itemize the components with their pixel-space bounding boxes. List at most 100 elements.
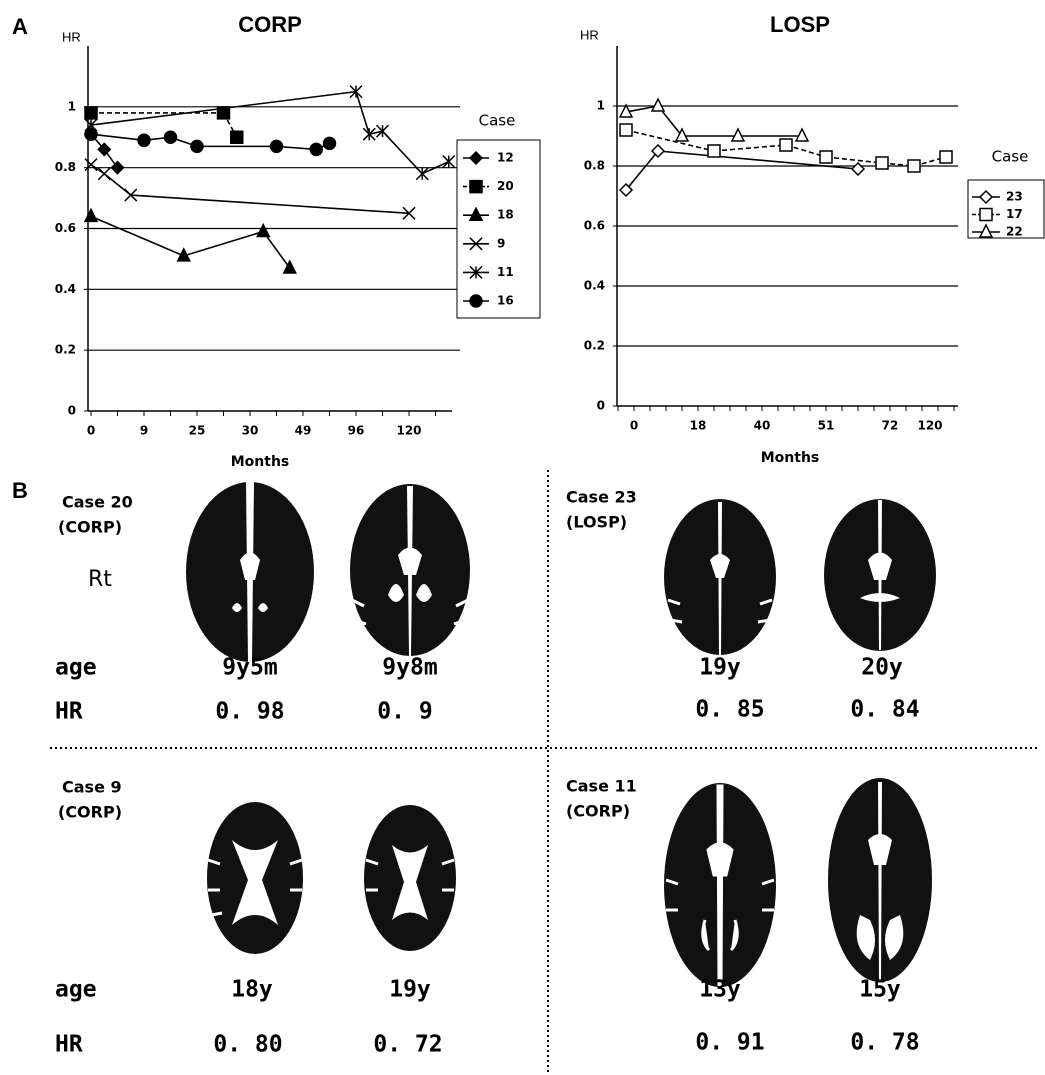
y-tick-label: 0.4	[584, 279, 605, 293]
x-tick-label: 49	[295, 424, 312, 438]
point	[416, 168, 428, 180]
point	[780, 139, 792, 151]
point	[363, 128, 375, 140]
group-label: (CORP)	[566, 802, 630, 821]
y-tick-label: 1	[68, 99, 76, 113]
point	[85, 128, 97, 140]
side-label: Rt	[88, 567, 112, 592]
point	[231, 131, 243, 143]
connector	[626, 130, 714, 151]
figure: A B	[0, 0, 1045, 1075]
connector	[826, 157, 882, 163]
hr-value: 0. 98	[215, 699, 284, 725]
series	[85, 128, 336, 155]
connector	[626, 151, 658, 190]
age-value: 9y8m	[382, 655, 437, 681]
y-tick-label: 0.4	[55, 282, 76, 296]
point	[443, 156, 455, 168]
age-value: 18y	[231, 977, 273, 1003]
x-tick-label: 120	[396, 424, 421, 438]
row-label: HR	[55, 699, 83, 725]
point	[876, 157, 888, 169]
point	[85, 107, 97, 119]
y-tick-label: 0.6	[55, 221, 76, 235]
point	[820, 151, 832, 163]
brain-image	[364, 805, 456, 951]
y-axis-label: HR	[62, 29, 81, 44]
chart-title: LOSP	[770, 12, 830, 37]
brain-image	[664, 783, 776, 987]
legend-label: 11	[497, 265, 514, 279]
y-tick-label: 0	[597, 399, 605, 413]
legend-marker	[470, 181, 482, 193]
hr-value: 0. 80	[213, 1032, 282, 1058]
x-tick-label: 9	[140, 424, 148, 438]
point	[98, 168, 110, 180]
x-tick-label: 0	[630, 419, 638, 433]
series	[85, 209, 296, 273]
point	[271, 140, 283, 152]
point	[310, 143, 322, 155]
x-tick-label: 18	[690, 419, 707, 433]
legend-label: 22	[1006, 225, 1023, 239]
point	[138, 134, 150, 146]
brain-images	[186, 482, 936, 987]
x-tick-label: 40	[754, 419, 771, 433]
legend-label: 9	[497, 236, 505, 250]
panel-label: A	[12, 14, 28, 39]
panel-b-texts: Case 20 (CORP) Rt age HR 9y5m 9y8m 0. 98…	[55, 488, 920, 1058]
y-tick-label: 0.2	[584, 339, 605, 353]
age-value: 9y5m	[222, 655, 277, 681]
connector	[184, 232, 264, 256]
point	[732, 129, 744, 141]
x-tick-label: 30	[242, 424, 259, 438]
hr-value: 0. 72	[373, 1032, 442, 1058]
hr-value: 0. 85	[695, 697, 764, 723]
case-label: Case 23	[566, 488, 637, 507]
legend-label: 17	[1006, 207, 1023, 221]
point	[940, 151, 952, 163]
series	[620, 124, 952, 172]
point	[191, 140, 203, 152]
case-label: Case 20	[62, 493, 133, 512]
legend-label: 20	[497, 179, 514, 193]
point	[908, 160, 920, 172]
row-label: age	[55, 655, 97, 681]
connector	[714, 145, 786, 151]
brain-image	[664, 499, 776, 655]
legend-title: Case	[992, 148, 1029, 166]
brain-image	[207, 802, 303, 954]
point	[377, 125, 389, 137]
point	[165, 131, 177, 143]
hr-value: 0. 84	[850, 697, 919, 723]
series	[620, 99, 808, 141]
point	[852, 163, 864, 175]
connector	[356, 92, 369, 135]
group-label: (CORP)	[58, 518, 122, 537]
x-axis-label: Months	[231, 454, 290, 470]
case-label: Case 9	[62, 778, 122, 797]
point	[620, 124, 632, 136]
y-axis-label: HR	[580, 27, 599, 42]
legend-title: Case	[479, 112, 516, 130]
legend-marker	[980, 209, 992, 221]
legend-label: 12	[497, 151, 514, 165]
brain-image	[186, 482, 314, 662]
point	[796, 129, 808, 141]
age-value: 19y	[699, 655, 741, 681]
x-tick-label: 0	[87, 424, 95, 438]
connector	[131, 195, 409, 213]
x-tick-label: 96	[348, 424, 365, 438]
x-tick-label: 51	[818, 419, 835, 433]
case-label: Case 11	[566, 777, 637, 796]
row-label: age	[55, 977, 97, 1003]
brain-image	[828, 778, 932, 982]
hr-value: 0. 78	[850, 1030, 919, 1056]
point	[324, 137, 336, 149]
point	[257, 225, 269, 237]
y-tick-label: 0.6	[584, 219, 605, 233]
group-label: (LOSP)	[566, 513, 627, 532]
legend-label: 16	[497, 294, 514, 308]
hr-value: 0. 91	[695, 1030, 764, 1056]
x-axis-label: Months	[761, 450, 820, 466]
